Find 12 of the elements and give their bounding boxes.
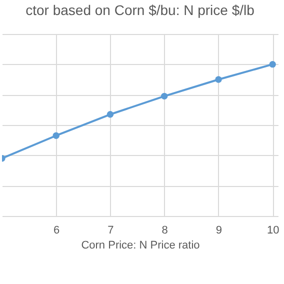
chart-title: ctor based on Corn $/bu: N price $/lb	[26, 2, 255, 18]
x-tick-label: 10	[266, 224, 280, 236]
point	[52, 132, 60, 139]
x-axis-title: Corn Price: N Price ratio	[81, 240, 200, 252]
x-tick-label: 9	[216, 224, 222, 236]
point	[161, 92, 168, 100]
point	[106, 111, 114, 118]
x-tick-label: 8	[162, 224, 168, 236]
point	[269, 60, 276, 68]
x-tick-label: 7	[108, 224, 114, 236]
x-tick-label: 6	[54, 224, 60, 236]
point	[215, 76, 222, 83]
